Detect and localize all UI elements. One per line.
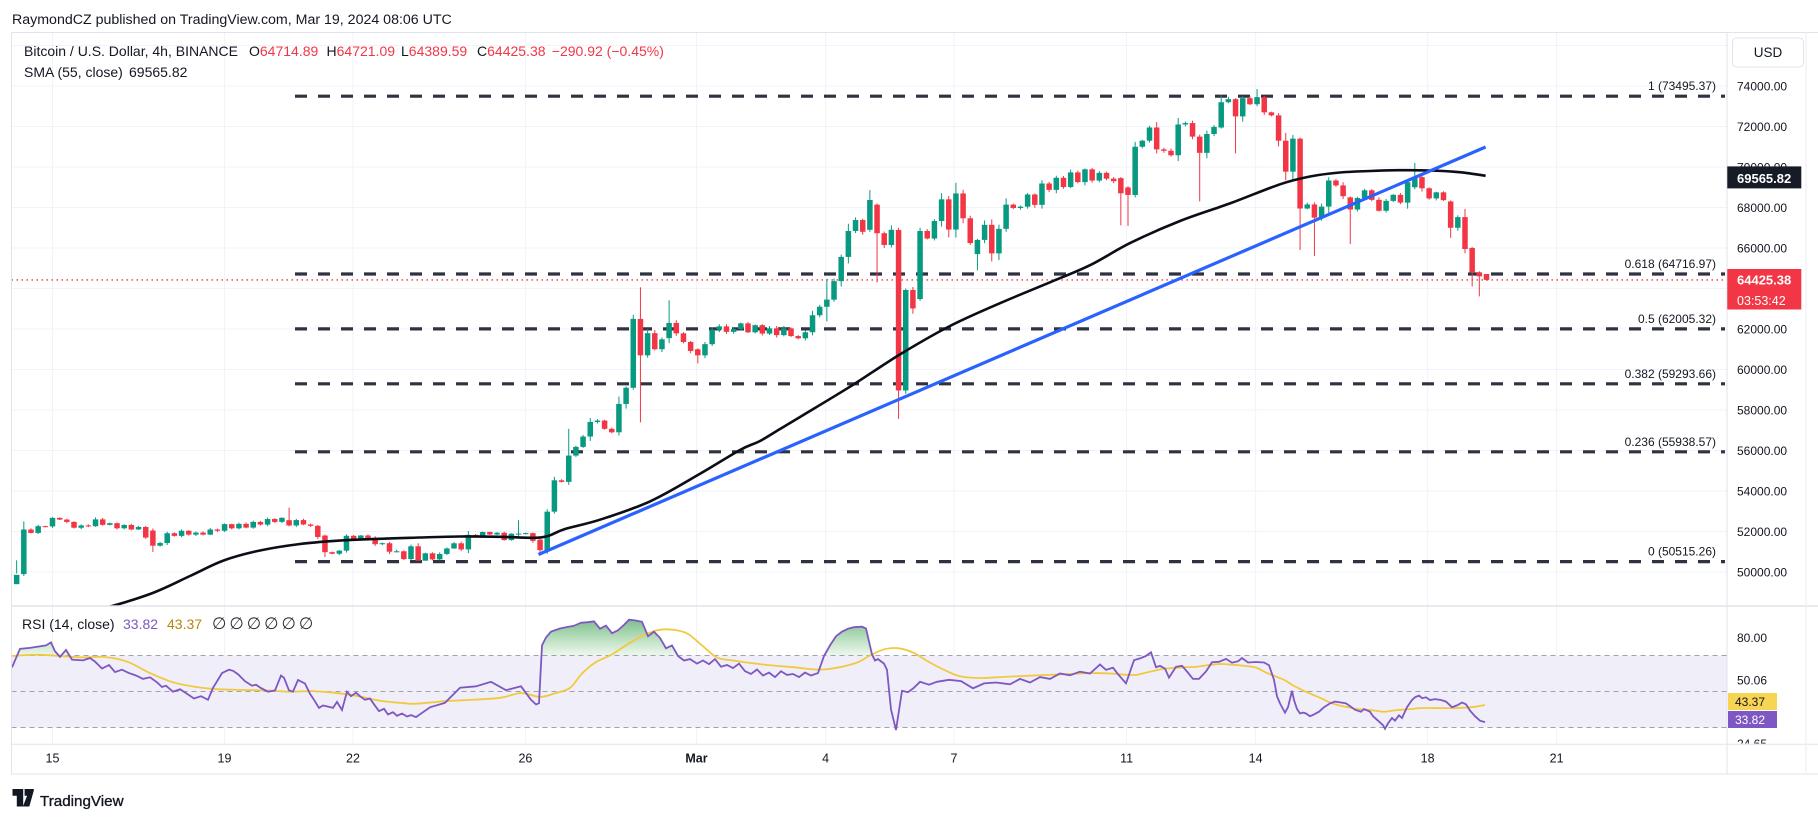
- svg-text:69565.82: 69565.82: [129, 64, 188, 80]
- svg-text:Mar: Mar: [685, 752, 707, 766]
- svg-text:50.06: 50.06: [1737, 674, 1767, 688]
- svg-text:69565.82: 69565.82: [1737, 171, 1791, 186]
- svg-text:26: 26: [518, 752, 532, 766]
- svg-text:C64425.38: C64425.38: [477, 43, 546, 59]
- svg-text:21: 21: [1550, 752, 1564, 766]
- svg-text:50000.00: 50000.00: [1737, 566, 1787, 580]
- svg-text:66000.00: 66000.00: [1737, 242, 1787, 256]
- svg-text:H64721.09: H64721.09: [327, 43, 396, 59]
- svg-text:22: 22: [346, 752, 360, 766]
- svg-text:62000.00: 62000.00: [1737, 323, 1787, 337]
- svg-text:03:53:42: 03:53:42: [1737, 294, 1786, 308]
- svg-text:O64714.89: O64714.89: [249, 43, 318, 59]
- svg-text:58000.00: 58000.00: [1737, 404, 1787, 418]
- svg-text:64425.38: 64425.38: [1737, 273, 1791, 288]
- svg-text:TradingView: TradingView: [40, 793, 124, 810]
- svg-text:14: 14: [1249, 752, 1263, 766]
- svg-text:80.00: 80.00: [1737, 631, 1767, 645]
- svg-text:74000.00: 74000.00: [1737, 80, 1787, 94]
- svg-text:Bitcoin / U.S. Dollar, 4h, BIN: Bitcoin / U.S. Dollar, 4h, BINANCE: [24, 43, 238, 59]
- svg-text:0.236 (55938.57): 0.236 (55938.57): [1625, 435, 1716, 449]
- svg-text:43.37: 43.37: [1735, 695, 1765, 709]
- svg-text:18: 18: [1421, 752, 1435, 766]
- svg-text:52000.00: 52000.00: [1737, 525, 1787, 539]
- svg-text:60000.00: 60000.00: [1737, 363, 1787, 377]
- svg-text:33.82: 33.82: [1735, 713, 1765, 727]
- svg-text:0.618 (64716.97): 0.618 (64716.97): [1625, 257, 1716, 271]
- svg-text:RSI (14, close): RSI (14, close): [22, 616, 115, 632]
- svg-text:4: 4: [822, 752, 829, 766]
- svg-text:15: 15: [46, 752, 60, 766]
- svg-text:43.37: 43.37: [167, 616, 202, 632]
- svg-text:0.382 (59293.66): 0.382 (59293.66): [1625, 367, 1716, 381]
- svg-text:∅∅∅∅∅∅: ∅∅∅∅∅∅: [212, 615, 316, 633]
- svg-text:33.82: 33.82: [123, 616, 158, 632]
- svg-text:L64389.59: L64389.59: [401, 43, 467, 59]
- svg-text:−290.92 (−0.45%): −290.92 (−0.45%): [552, 43, 664, 59]
- svg-text:68000.00: 68000.00: [1737, 201, 1787, 215]
- svg-text:7: 7: [951, 752, 958, 766]
- svg-text:19: 19: [218, 752, 232, 766]
- svg-text:0 (50515.26): 0 (50515.26): [1648, 545, 1716, 559]
- svg-text:24.65: 24.65: [1737, 737, 1767, 751]
- svg-text:RaymondCZ published on Trading: RaymondCZ published on TradingView.com, …: [12, 12, 452, 28]
- svg-text:SMA (55, close): SMA (55, close): [24, 64, 123, 80]
- svg-text:72000.00: 72000.00: [1737, 120, 1787, 134]
- svg-text:0.5 (62005.32): 0.5 (62005.32): [1638, 312, 1716, 326]
- svg-text:11: 11: [1120, 752, 1133, 766]
- svg-text:USD: USD: [1754, 45, 1783, 60]
- svg-text:54000.00: 54000.00: [1737, 485, 1787, 499]
- svg-text:1 (73495.37): 1 (73495.37): [1648, 79, 1716, 93]
- svg-text:56000.00: 56000.00: [1737, 444, 1787, 458]
